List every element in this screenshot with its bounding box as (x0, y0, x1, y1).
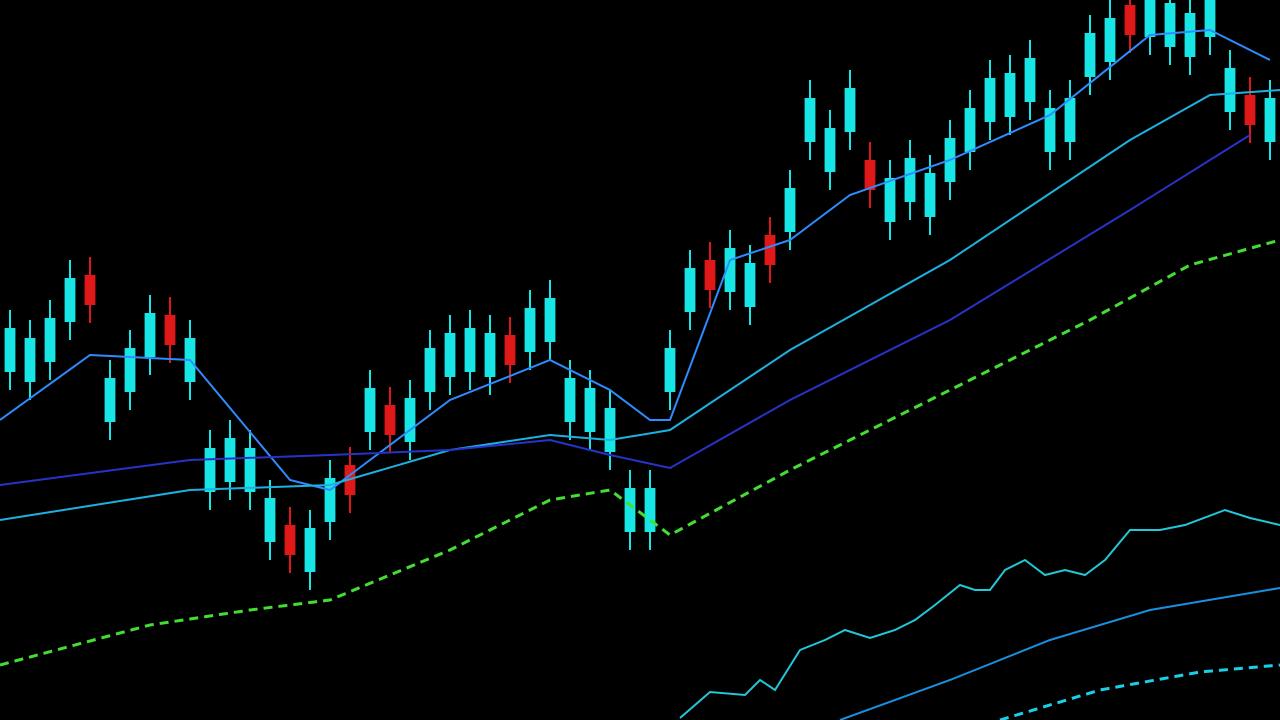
candle-body (1044, 108, 1056, 152)
candle-body (764, 235, 776, 265)
candle-body (1084, 33, 1096, 77)
candle-body (724, 248, 736, 292)
candle-body (564, 378, 576, 422)
candle-body (204, 448, 216, 492)
candle-body (264, 498, 276, 542)
candle-body (824, 128, 836, 172)
candle-body (144, 313, 156, 357)
line-series (679, 508, 1280, 719)
candle-body (784, 188, 796, 232)
candle-body (684, 268, 696, 312)
candle-body (104, 378, 116, 422)
candle-body (384, 405, 396, 435)
candle-body (404, 398, 416, 442)
candle-body (864, 160, 876, 190)
candle-body (1024, 58, 1036, 102)
line-series (0, 89, 1280, 521)
candle-body (544, 298, 556, 342)
candle-body (904, 158, 916, 202)
candle-body (804, 98, 816, 142)
candle-body (504, 335, 516, 365)
candle-body (484, 333, 496, 377)
candle-body (744, 263, 756, 307)
candle-body (64, 278, 76, 322)
candle-body (1244, 95, 1256, 125)
candle-body (644, 488, 656, 532)
candle-body (884, 178, 896, 222)
candle-body (924, 173, 936, 217)
candle-body (1004, 73, 1016, 117)
line-series (0, 28, 1271, 492)
candle-body (964, 108, 976, 152)
line-series (839, 587, 1280, 720)
line-series (0, 134, 1251, 486)
candle-body (464, 328, 476, 372)
candle-body (124, 348, 136, 392)
candle-body (604, 408, 616, 452)
candle-body (524, 308, 536, 352)
candle-body (1104, 18, 1116, 62)
line-series (0, 238, 1280, 667)
candle-body (44, 318, 56, 362)
candle-body (1064, 98, 1076, 142)
candle-body (164, 315, 176, 345)
candle-body (1184, 13, 1196, 57)
candle-body (224, 438, 236, 482)
candle-body (24, 338, 36, 382)
candle-body (984, 78, 996, 122)
candle-body (844, 88, 856, 132)
candle-body (1224, 68, 1236, 112)
candle-body (1164, 3, 1176, 47)
line-series (999, 663, 1280, 720)
candle-body (704, 260, 716, 290)
candle-body (1264, 98, 1276, 142)
candle-body (4, 328, 16, 372)
candle-body (304, 528, 316, 572)
candle-body (444, 333, 456, 377)
candle-body (84, 275, 96, 305)
candle-body (624, 488, 636, 532)
candle-body (584, 388, 596, 432)
candle-body (1144, 0, 1156, 37)
candle-body (424, 348, 436, 392)
candle-body (364, 388, 376, 432)
candle-body (1204, 0, 1216, 37)
candle-body (1124, 5, 1136, 35)
candle-body (244, 448, 256, 492)
candle-body (284, 525, 296, 555)
candle-body (324, 478, 336, 522)
candle-body (664, 348, 676, 392)
